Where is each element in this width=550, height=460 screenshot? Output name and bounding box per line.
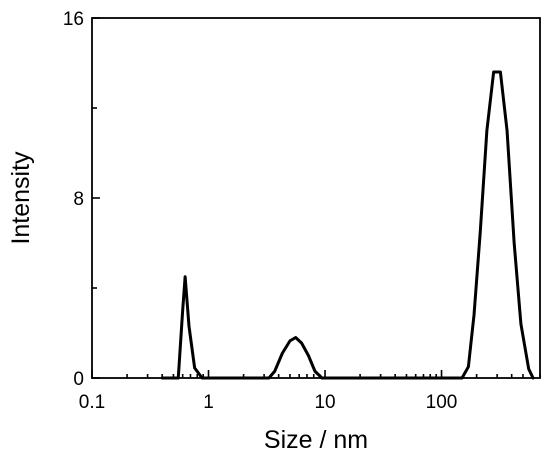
x-tick-label: 0.1 [79,392,105,413]
y-axis-title: Intensity [7,151,35,245]
y-tick-label: 16 [63,9,84,30]
tick-labels: 0.1 1 10 100 0 8 16 [63,9,458,413]
y-tick-label: 8 [73,189,84,210]
intensity-curve [160,70,535,380]
x-tick-label: 100 [426,392,458,413]
y-tick-label: 0 [73,369,84,390]
x-tick-label: 1 [203,392,214,413]
x-tick-label: 10 [314,392,335,413]
x-axis-title: Size / nm [264,426,368,454]
